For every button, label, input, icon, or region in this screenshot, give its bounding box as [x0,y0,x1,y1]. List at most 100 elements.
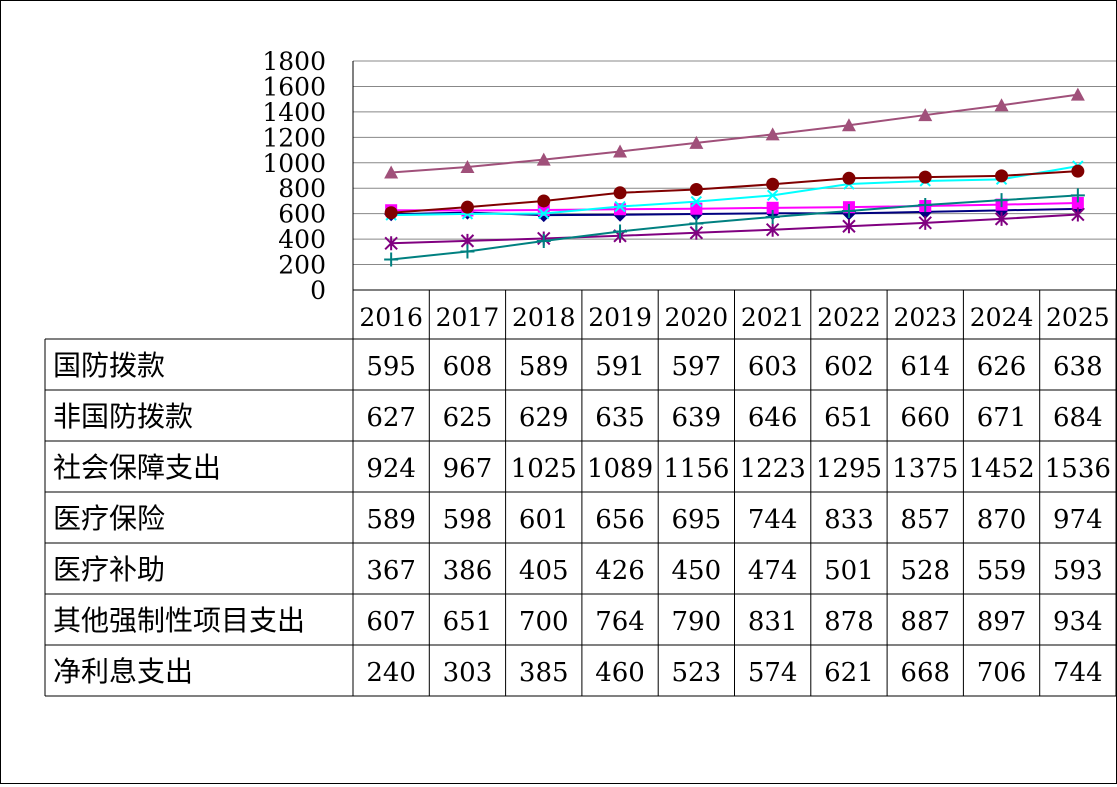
data-label: 934 [1053,607,1103,637]
data-label: 626 [977,352,1027,382]
data-point [918,215,932,230]
data-label: 629 [519,403,569,433]
data-label: 614 [900,352,950,382]
data-point [613,186,627,200]
data-label: 706 [977,658,1027,688]
data-label: 660 [900,403,950,433]
series-5 [384,207,1085,251]
data-point [536,152,551,166]
data-label: 591 [595,352,645,382]
data-label: 597 [672,352,722,382]
data-label: 924 [366,454,416,484]
data-label: 474 [748,556,798,586]
data-point [460,244,475,259]
data-label: 744 [748,505,798,535]
x-tick-label: 2017 [436,303,500,332]
data-label: 460 [595,658,645,688]
x-tick-label: 2019 [588,303,652,332]
data-point [918,198,933,213]
data-label: 967 [443,454,493,484]
y-tick-label: 1800 [262,47,326,76]
data-label: 635 [595,403,645,433]
data-point [1071,207,1085,222]
data-label: 887 [900,607,950,637]
data-point [384,236,398,251]
y-tick-label: 200 [278,251,326,280]
data-label: 684 [1053,403,1103,433]
series-line [391,201,1078,212]
data-label: 603 [748,352,798,382]
data-point [538,207,550,220]
data-label: 1025 [511,454,577,484]
data-point [689,182,703,196]
data-point [384,165,399,179]
series-line [391,93,1078,174]
data-label: 528 [900,556,950,586]
data-label: 878 [824,607,874,637]
x-tick-label: 2021 [741,303,805,332]
data-label: 833 [824,505,874,535]
data-label: 1089 [587,454,653,484]
legend-entry: 净利息支出 [53,655,193,688]
data-label: 595 [366,352,416,382]
data-point [765,222,780,237]
data-label: 1452 [968,454,1034,484]
data-label: 646 [748,403,798,433]
data-label: 627 [366,403,416,433]
data-point [841,203,856,218]
x-tick-label: 2025 [1046,303,1110,332]
data-label: 700 [519,607,569,637]
data-label: 621 [824,658,874,688]
data-point [842,219,856,234]
data-point [766,189,779,202]
series-line [391,194,1078,261]
x-tick-label: 2023 [893,303,957,332]
data-label: 559 [977,556,1027,586]
data-label: 589 [366,505,416,535]
x-tick-label: 2022 [817,303,881,332]
y-tick-label: 1000 [262,149,326,178]
data-point [1071,196,1084,209]
data-label: 385 [519,658,569,688]
data-point [613,224,628,239]
data-label: 1295 [816,454,882,484]
data-label: 671 [977,403,1027,433]
data-point [460,159,475,173]
data-label: 639 [672,403,722,433]
data-label: 897 [977,607,1027,637]
x-tick-label: 2020 [665,303,729,332]
data-label: 589 [519,352,569,382]
data-label: 501 [824,556,874,586]
data-label: 651 [824,403,874,433]
data-label: 598 [443,505,493,535]
data-label: 744 [1053,658,1103,688]
data-label: 668 [900,658,950,688]
data-point [994,193,1009,208]
data-point [460,200,474,214]
data-point [690,195,703,208]
data-point [918,108,933,122]
data-label: 1156 [663,454,729,484]
y-tick-label: 0 [310,276,326,305]
data-point [766,201,779,214]
legend-entry: 非国防拨款 [53,400,193,433]
data-label: 625 [443,403,493,433]
y-tick-label: 1400 [262,98,326,127]
y-tick-label: 400 [278,225,326,254]
data-label: 601 [519,505,569,535]
data-label: 831 [748,607,798,637]
series-6 [384,164,1085,220]
data-point [918,170,932,184]
data-label: 1375 [892,454,958,484]
data-label: 790 [672,607,722,637]
data-label: 450 [672,556,722,586]
data-label: 638 [1053,352,1103,382]
data-point [995,169,1009,183]
series-line [391,170,1078,214]
data-label: 857 [900,505,950,535]
series-3 [384,87,1085,179]
data-label: 870 [977,505,1027,535]
